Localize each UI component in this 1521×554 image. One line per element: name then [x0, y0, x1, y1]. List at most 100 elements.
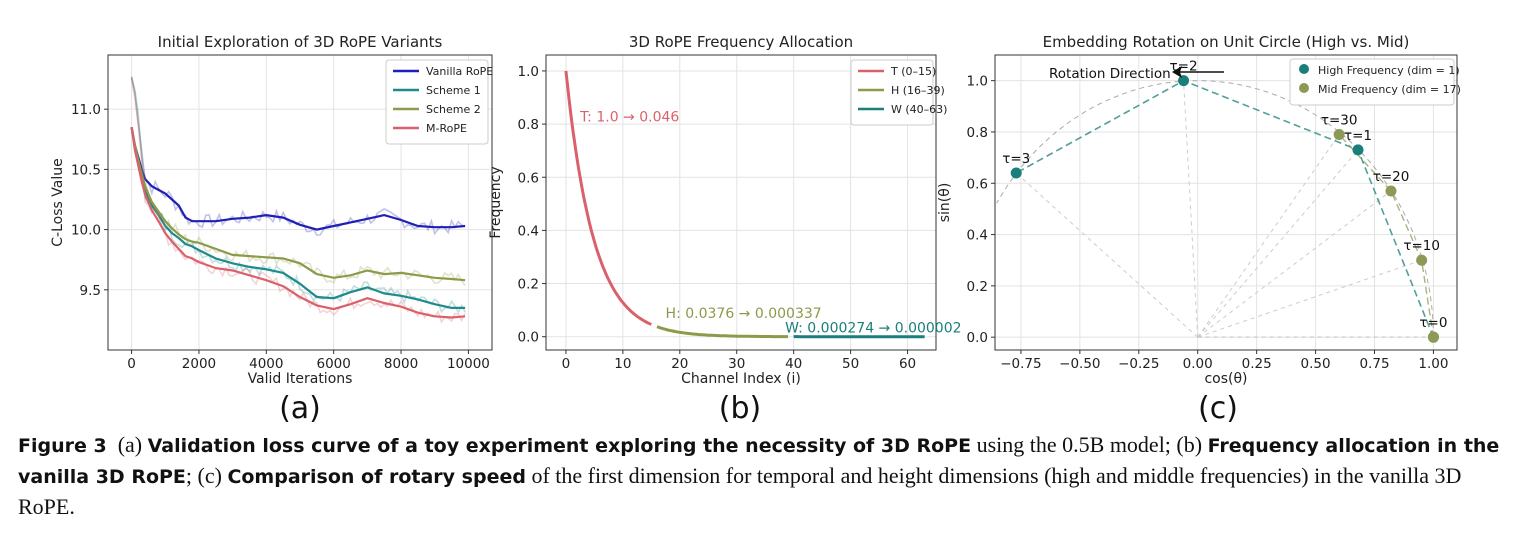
- a-plot-frame: [107, 54, 493, 351]
- b-xtick-label: 0: [562, 356, 571, 372]
- a-series-line-0: [130, 127, 466, 231]
- a-ytick-label: 10.5: [71, 162, 101, 178]
- c-ytick-label: 1.0: [967, 74, 988, 90]
- c-plot-frame: [994, 54, 1458, 351]
- b-ytick-label: 0.6: [518, 170, 539, 186]
- a-xtick-label: 6000: [317, 356, 351, 372]
- figure-canvas: 0 2000 4000 6000 8000 10000 9.5 10.0 10.5 11.0 Ini…: [50, 33, 1461, 426]
- c-point-label-0-0: τ=0: [1419, 315, 1447, 331]
- c-point-label-0-3: τ=3: [1002, 151, 1030, 167]
- figure-caption: Figure 3 (a) Validation loss curve of a …: [18, 430, 1508, 522]
- caption-text: (a) Validation loss curve of a toy exper…: [18, 432, 1499, 519]
- caption-part-6: of the first dimension for temporal and …: [18, 463, 1462, 519]
- c-point-1-2: [1385, 185, 1397, 197]
- c-legend-box: [1289, 58, 1455, 106]
- panel-label-b: (b): [719, 391, 761, 426]
- b-ytick-label: 0.0: [518, 330, 539, 346]
- a-series-line-1: [130, 127, 466, 309]
- c-title: Embedding Rotation on Unit Circle (High …: [1043, 33, 1410, 51]
- b-annotation-2: W: 0.000274 → 0.000002: [785, 321, 961, 337]
- c-ytick-label: 0.6: [967, 176, 988, 192]
- c-path-1: [1338, 134, 1435, 338]
- b-annotation-1: H: 0.0376 → 0.000337: [666, 306, 822, 322]
- c-point-1-3: [1333, 129, 1345, 141]
- b-ytick-label: 1.0: [518, 64, 539, 80]
- c-xtick-label: 0.25: [1242, 356, 1272, 372]
- c-xtick-label: −0.25: [1118, 356, 1159, 372]
- a-xlabel: Valid Iterations: [248, 371, 353, 387]
- a-legend-label: Scheme 1: [426, 84, 481, 97]
- b-series-line-0: [564, 70, 652, 326]
- panel-label-a: (a): [279, 391, 321, 426]
- a-xtick-label: 2000: [182, 356, 216, 372]
- a-ylabel: C-Loss Value: [50, 158, 66, 246]
- b-plot-frame: [545, 54, 937, 351]
- c-unit-circle: [996, 80, 1434, 338]
- caption-part-4: ; (c): [185, 463, 228, 488]
- c-radial-line: [1183, 80, 1199, 338]
- c-legend-label: High Frequency (dim = 1): [1318, 64, 1460, 77]
- b-xtick-label: 60: [899, 356, 916, 372]
- c-point-label-0-1: τ=1: [1344, 128, 1372, 144]
- c-legend-marker: [1299, 83, 1309, 93]
- caption-part-1: Validation loss curve of a toy experimen…: [147, 435, 972, 457]
- figure-number: Figure 3: [18, 435, 107, 457]
- a-legend-label: M-RoPE: [426, 122, 467, 135]
- c-point-0-2: [1178, 75, 1190, 87]
- b-title: 3D RoPE Frequency Allocation: [629, 33, 853, 51]
- c-path-0: [1015, 79, 1435, 338]
- panel-c-rotation-chart: −0.75 −0.50 −0.25 0.00 0.25 0.50 0.75 1.00 0.0 0.…: [937, 33, 1461, 387]
- c-legend-label: Mid Frequency (dim = 17): [1318, 83, 1461, 96]
- a-legend-box: [385, 59, 489, 145]
- c-radial-line: [1015, 172, 1199, 338]
- a-xtick-label: 0: [127, 356, 136, 372]
- a-ytick-label: 11.0: [71, 102, 101, 118]
- b-legend-label: T (0–15): [890, 65, 936, 78]
- panel-label-c: (c): [1198, 391, 1238, 426]
- c-xlabel: cos(θ): [1204, 371, 1247, 387]
- caption-part-5: Comparison of rotary speed: [227, 466, 526, 488]
- c-ytick-label: 0.2: [967, 279, 988, 295]
- c-arrow-head: [1172, 66, 1182, 78]
- a-ytick-label: 9.5: [80, 283, 101, 299]
- a-xtick-label: 4000: [249, 356, 283, 372]
- c-arrow-label: Rotation Direction: [1049, 66, 1171, 82]
- b-ytick-label: 0.8: [518, 117, 539, 133]
- c-point-label-1-2: τ=20: [1373, 169, 1410, 185]
- c-point-0-1: [1352, 144, 1364, 156]
- c-xtick-label: 0.00: [1183, 356, 1213, 372]
- b-xtick-label: 30: [728, 356, 745, 372]
- a-legend-label: Scheme 2: [426, 103, 481, 116]
- c-xtick-label: 0.75: [1359, 356, 1389, 372]
- caption-part-0: (a): [117, 432, 148, 457]
- b-ytick-label: 0.4: [518, 223, 539, 239]
- b-legend-label: W (40–63): [891, 103, 947, 116]
- b-xtick-label: 50: [842, 356, 859, 372]
- b-ytick-label: 0.2: [518, 277, 539, 293]
- c-xtick-label: 1.00: [1418, 356, 1448, 372]
- b-series-line-1: [656, 325, 788, 339]
- a-xtick-label: 10000: [447, 356, 490, 372]
- panel-a-loss-chart: 0 2000 4000 6000 8000 10000 9.5 10.0 10.5 11.0 Ini…: [50, 33, 493, 387]
- a-xtick-label: 8000: [384, 356, 418, 372]
- c-radial-line: [1197, 190, 1392, 338]
- c-radial-line: [1197, 149, 1359, 338]
- c-xtick-label: −0.75: [1000, 356, 1041, 372]
- a-title: Initial Exploration of 3D RoPE Variants: [158, 33, 443, 51]
- c-ytick-label: 0.8: [967, 125, 988, 141]
- c-point-label-1-1: τ=10: [1403, 238, 1440, 254]
- c-xtick-label: 0.50: [1301, 356, 1331, 372]
- c-point-0-3: [1010, 167, 1022, 179]
- a-legend-label: Vanilla RoPE: [426, 65, 493, 78]
- b-legend-label: H (16–39): [891, 84, 945, 97]
- c-point-1-1: [1416, 254, 1428, 266]
- b-xlabel: Channel Index (i): [681, 371, 801, 387]
- c-ytick-label: 0.0: [967, 330, 988, 346]
- a-series-line-3: [130, 127, 466, 319]
- b-ylabel: Frequency: [488, 166, 504, 238]
- c-ytick-label: 0.4: [967, 228, 988, 244]
- a-ytick-label: 10.0: [71, 223, 101, 239]
- c-point-label-1-3: τ=30: [1321, 113, 1358, 129]
- c-radial-line: [1197, 134, 1340, 338]
- c-ylabel: sin(θ): [937, 183, 953, 223]
